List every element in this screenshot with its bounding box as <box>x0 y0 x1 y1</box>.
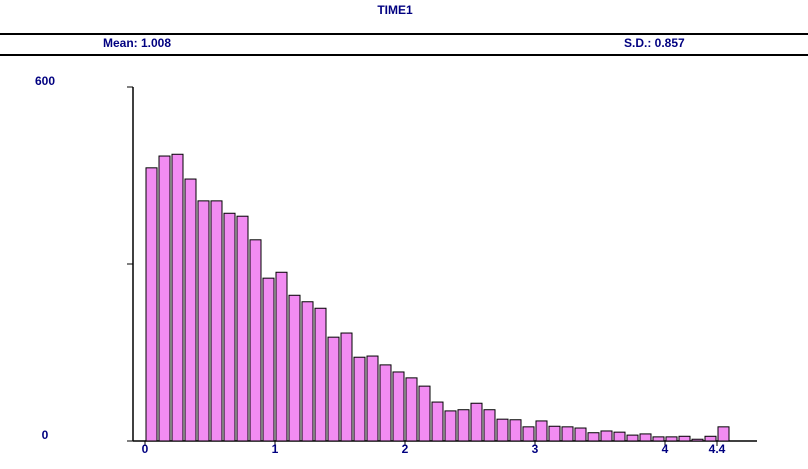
bar <box>548 425 561 442</box>
bar <box>522 426 535 442</box>
chart-title: TIME1 <box>377 3 413 17</box>
bar <box>197 200 210 442</box>
bar <box>639 433 652 442</box>
bar <box>327 336 340 442</box>
x-tick-label: 3 <box>532 442 539 456</box>
bar <box>262 277 275 442</box>
bar <box>483 409 496 442</box>
bar <box>210 200 223 442</box>
x-tick-label: 4 <box>662 442 669 456</box>
bar <box>600 430 613 442</box>
x-tick-label: 2 <box>402 442 409 456</box>
bar <box>340 332 353 442</box>
bar <box>457 409 470 442</box>
bar <box>535 420 548 442</box>
bar <box>405 377 418 442</box>
x-tick-label: 0 <box>142 442 149 456</box>
bar <box>184 178 197 442</box>
bar <box>691 438 704 442</box>
bar <box>366 355 379 442</box>
bar <box>223 212 236 442</box>
bar <box>431 401 444 442</box>
bar <box>626 434 639 442</box>
bar <box>353 356 366 442</box>
bar <box>509 419 522 442</box>
bar <box>470 402 483 442</box>
bar <box>561 426 574 442</box>
bar <box>236 215 249 442</box>
bar <box>145 167 158 442</box>
bar <box>496 418 509 442</box>
bar <box>587 432 600 442</box>
bar <box>678 435 691 442</box>
bar <box>314 307 327 442</box>
bar <box>704 435 717 442</box>
bar <box>249 239 262 442</box>
bar <box>652 436 665 442</box>
y-tick-label: 0 <box>42 428 49 442</box>
bar <box>717 426 730 442</box>
bar <box>418 385 431 442</box>
bar <box>665 436 678 442</box>
bar <box>613 431 626 442</box>
bar <box>158 155 171 442</box>
bar <box>392 371 405 442</box>
mean-label: Mean: 1.008 <box>103 36 171 50</box>
bar <box>288 294 301 442</box>
bar <box>444 410 457 442</box>
x-tick-label: 1 <box>272 442 279 456</box>
bar <box>301 301 314 442</box>
bar <box>171 153 184 442</box>
sd-label: S.D.: 0.857 <box>624 36 685 50</box>
bar <box>574 427 587 442</box>
bar <box>379 364 392 442</box>
x-tick-label: 4.4 <box>709 442 726 456</box>
y-tick-label: 600 <box>35 74 55 88</box>
bar <box>275 271 288 442</box>
